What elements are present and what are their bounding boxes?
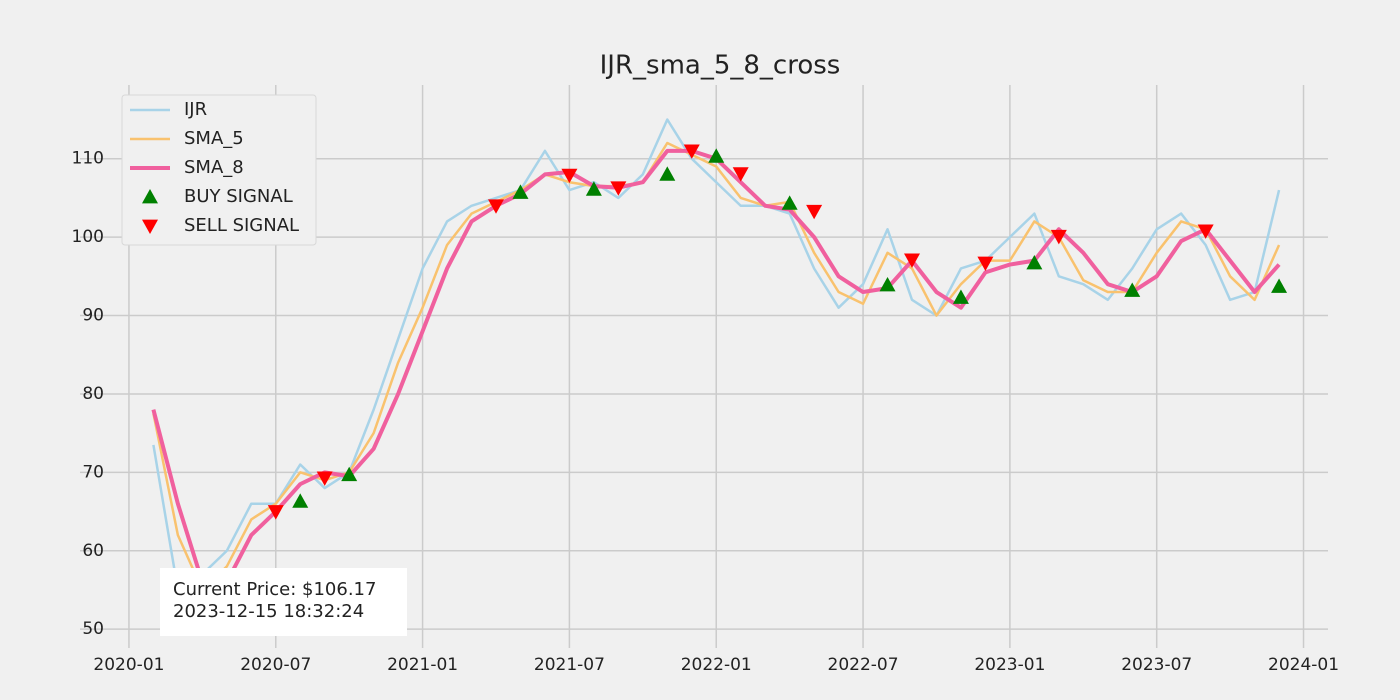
y-tick-label: 80 <box>82 384 104 404</box>
signal-marker <box>1197 224 1214 239</box>
signal-marker <box>683 144 700 159</box>
legend-box <box>121 94 317 246</box>
x-tick-label: 2022-07 <box>828 655 899 675</box>
chart-title: IJR_sma_5_8_cross <box>600 51 841 81</box>
signal-marker <box>904 253 920 268</box>
signal-marker <box>732 167 749 182</box>
x-tick-label: 2020-07 <box>240 655 311 675</box>
y-tick-label: 70 <box>82 462 104 482</box>
y-tick-label: 110 <box>72 149 104 169</box>
legend: IJR SMA_5 SMA_8 BUY SIGNAL SELL SIGNAL <box>121 94 317 246</box>
annotation-text: 2023-12-15 18:32:24 <box>173 601 364 622</box>
x-tick-label: 2023-01 <box>974 655 1045 675</box>
signal-marker <box>659 166 676 181</box>
signal-marker <box>879 276 896 292</box>
signal-marker <box>977 256 994 271</box>
signal-marker <box>1026 254 1043 270</box>
signal-marker <box>488 199 504 214</box>
legend-marker <box>142 189 158 204</box>
y-tick-label: 90 <box>82 306 104 326</box>
signal-marker <box>610 181 627 196</box>
legend-marker <box>142 219 158 234</box>
legend-label: SMA_5 <box>184 128 244 149</box>
y-tick-label: 100 <box>72 227 104 247</box>
x-tick-label: 2021-07 <box>534 655 605 675</box>
series-line <box>152 118 1281 592</box>
signal-marker <box>806 204 823 220</box>
legend-label: IJR <box>184 99 207 120</box>
y-tick-label: 50 <box>82 619 104 639</box>
signal-marker <box>781 195 798 210</box>
signal-marker <box>952 289 969 304</box>
x-tick-label: 2024-01 <box>1268 655 1339 675</box>
signal-marker <box>1271 278 1288 293</box>
signal-marker <box>267 505 284 520</box>
x-tick-label: 2021-01 <box>387 655 458 675</box>
signal-marker <box>292 493 309 508</box>
signal-marker <box>561 168 578 184</box>
annotation-box <box>160 568 407 636</box>
y-tick-label: 60 <box>82 541 104 561</box>
x-tick-label: 2023-07 <box>1121 655 1192 675</box>
legend-label: BUY SIGNAL <box>184 186 293 207</box>
signal-marker <box>341 466 358 482</box>
annotation-text: Current Price: $106.17 <box>173 579 376 600</box>
signal-marker <box>1050 229 1067 245</box>
legend-label: SELL SIGNAL <box>184 215 299 236</box>
x-tick-label: 2022-01 <box>681 655 752 675</box>
signal-marker <box>1124 282 1141 297</box>
x-tick-label: 2020-01 <box>93 655 164 675</box>
signal-marker <box>512 184 529 199</box>
signal-marker <box>316 471 333 486</box>
signal-marker <box>585 181 602 196</box>
signal-marker <box>708 148 725 163</box>
legend-label: SMA_8 <box>184 157 244 178</box>
